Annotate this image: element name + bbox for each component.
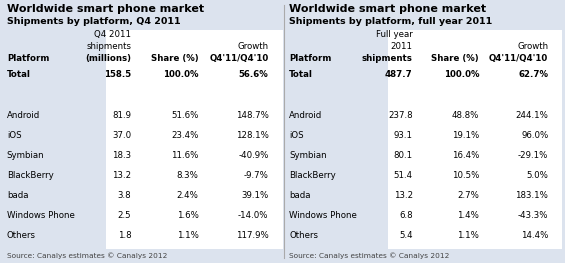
- Text: 3.8: 3.8: [118, 191, 132, 200]
- Text: Windows Phone: Windows Phone: [289, 211, 357, 220]
- Text: 37.0: 37.0: [112, 131, 132, 140]
- Text: Growth: Growth: [237, 42, 268, 51]
- Text: 1.6%: 1.6%: [177, 211, 199, 220]
- Text: 6.8: 6.8: [399, 211, 412, 220]
- Text: 13.2: 13.2: [394, 191, 412, 200]
- Text: Share (%): Share (%): [432, 54, 479, 63]
- Text: 1.4%: 1.4%: [457, 211, 479, 220]
- Text: Symbian: Symbian: [289, 151, 327, 160]
- Text: 96.0%: 96.0%: [521, 131, 548, 140]
- Text: Symbian: Symbian: [7, 151, 45, 160]
- Text: 5.0%: 5.0%: [527, 171, 548, 180]
- Text: 1.8: 1.8: [118, 231, 132, 240]
- Text: 11.6%: 11.6%: [171, 151, 199, 160]
- Text: bada: bada: [289, 191, 311, 200]
- Text: 51.4: 51.4: [394, 171, 412, 180]
- Text: 56.6%: 56.6%: [239, 70, 268, 79]
- Text: Shipments by platform, full year 2011: Shipments by platform, full year 2011: [289, 17, 493, 26]
- Text: 48.8%: 48.8%: [452, 111, 479, 120]
- Text: iOS: iOS: [7, 131, 21, 140]
- Text: iOS: iOS: [289, 131, 304, 140]
- Text: 13.2: 13.2: [112, 171, 132, 180]
- Text: -29.1%: -29.1%: [518, 151, 548, 160]
- Text: 100.0%: 100.0%: [163, 70, 199, 79]
- Text: 39.1%: 39.1%: [241, 191, 268, 200]
- Text: bada: bada: [7, 191, 28, 200]
- Text: 19.1%: 19.1%: [452, 131, 479, 140]
- Text: 14.4%: 14.4%: [521, 231, 548, 240]
- Text: Shipments by platform, Q4 2011: Shipments by platform, Q4 2011: [7, 17, 180, 26]
- Text: 93.1: 93.1: [394, 131, 412, 140]
- Text: 117.9%: 117.9%: [236, 231, 268, 240]
- Text: Android: Android: [289, 111, 323, 120]
- Text: Q4 2011: Q4 2011: [94, 30, 132, 39]
- Text: 487.7: 487.7: [385, 70, 412, 79]
- Text: 158.5: 158.5: [105, 70, 132, 79]
- Text: -14.0%: -14.0%: [238, 211, 268, 220]
- Bar: [106, 68, 282, 249]
- Text: Source: Canalys estimates © Canalys 2012: Source: Canalys estimates © Canalys 2012: [289, 252, 450, 259]
- Text: Android: Android: [7, 111, 40, 120]
- Text: shipments: shipments: [362, 54, 412, 63]
- Bar: [388, 68, 562, 249]
- Text: shipments: shipments: [86, 42, 132, 51]
- Text: BlackBerry: BlackBerry: [7, 171, 54, 180]
- Text: Q4'11/Q4'10: Q4'11/Q4'10: [489, 54, 548, 63]
- Text: 23.4%: 23.4%: [171, 131, 199, 140]
- Text: 62.7%: 62.7%: [518, 70, 548, 79]
- Text: Share (%): Share (%): [151, 54, 199, 63]
- Text: BlackBerry: BlackBerry: [289, 171, 336, 180]
- Text: Q4'11/Q4'10: Q4'11/Q4'10: [209, 54, 268, 63]
- Text: 100.0%: 100.0%: [444, 70, 479, 79]
- Text: Others: Others: [7, 231, 36, 240]
- Text: 2.7%: 2.7%: [457, 191, 479, 200]
- Text: 183.1%: 183.1%: [515, 191, 548, 200]
- Text: 18.3: 18.3: [112, 151, 132, 160]
- Text: 2.5: 2.5: [118, 211, 132, 220]
- Text: Worldwide smart phone market: Worldwide smart phone market: [7, 4, 204, 14]
- Text: 148.7%: 148.7%: [236, 111, 268, 120]
- Text: 237.8: 237.8: [388, 111, 412, 120]
- Text: Full year: Full year: [376, 30, 412, 39]
- Text: Windows Phone: Windows Phone: [7, 211, 75, 220]
- Text: -43.3%: -43.3%: [518, 211, 548, 220]
- Text: Platform: Platform: [7, 54, 49, 63]
- Text: (millions): (millions): [85, 54, 132, 63]
- Bar: [388, 30, 562, 68]
- Text: 244.1%: 244.1%: [515, 111, 548, 120]
- Text: -9.7%: -9.7%: [244, 171, 268, 180]
- Text: Growth: Growth: [517, 42, 548, 51]
- Text: 1.1%: 1.1%: [177, 231, 199, 240]
- Text: -40.9%: -40.9%: [238, 151, 268, 160]
- Text: 16.4%: 16.4%: [452, 151, 479, 160]
- Text: Total: Total: [289, 70, 313, 79]
- Text: Platform: Platform: [289, 54, 332, 63]
- Text: 81.9: 81.9: [112, 111, 132, 120]
- Text: Source: Canalys estimates © Canalys 2012: Source: Canalys estimates © Canalys 2012: [7, 252, 167, 259]
- Text: 2011: 2011: [390, 42, 412, 51]
- Text: 10.5%: 10.5%: [452, 171, 479, 180]
- Text: 128.1%: 128.1%: [236, 131, 268, 140]
- Text: 5.4: 5.4: [399, 231, 412, 240]
- Text: 8.3%: 8.3%: [177, 171, 199, 180]
- Text: 80.1: 80.1: [394, 151, 412, 160]
- Text: 51.6%: 51.6%: [171, 111, 199, 120]
- Bar: [106, 30, 282, 68]
- Text: 2.4%: 2.4%: [177, 191, 199, 200]
- Text: Total: Total: [7, 70, 31, 79]
- Text: 1.1%: 1.1%: [457, 231, 479, 240]
- Text: Worldwide smart phone market: Worldwide smart phone market: [289, 4, 486, 14]
- Text: Others: Others: [289, 231, 318, 240]
